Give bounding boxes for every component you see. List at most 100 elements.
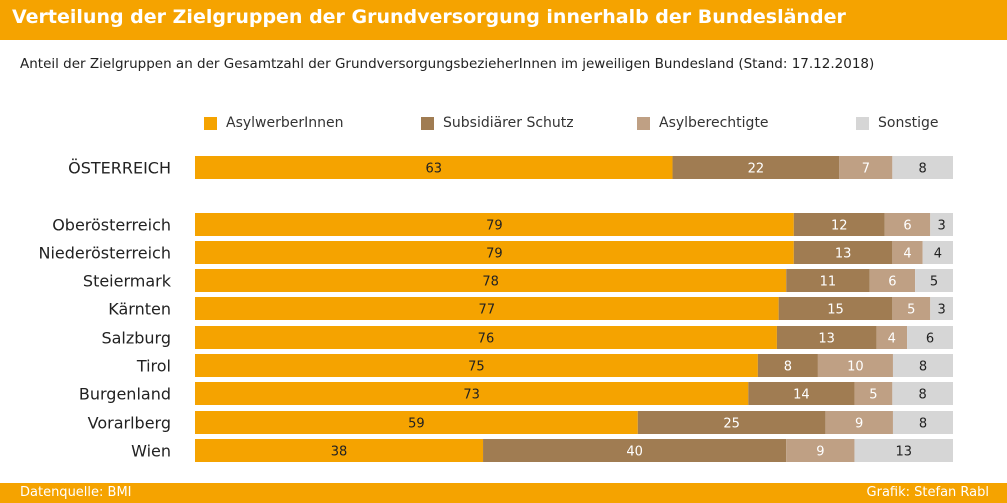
data-label-subsidiaer-wien: 40 [626,445,643,460]
bar-segment-asylwerber-oberoesterreich [195,213,794,236]
bar-segment-asylberechtigte-oberoesterreich [884,213,931,236]
data-label-asylwerber-tirol: 75 [468,360,485,375]
bar-segment-asylwerber-salzburg [195,326,777,349]
bar-segment-sonstige-vorarlberg [892,411,953,434]
bar-segment-asylwerber-burgenland [195,382,749,405]
data-label-asylwerber-oberoesterreich: 79 [486,219,503,234]
data-label-asylberechtigte-burgenland: 5 [869,388,877,403]
legend-label-sonstige: Sonstige [878,115,939,131]
data-label-subsidiaer-burgenland: 14 [793,388,810,403]
bar-segment-asylwerber-wien [195,439,484,462]
data-label-asylberechtigte-oberoesterreich: 6 [903,219,911,234]
category-label-salzburg: Salzburg [101,329,171,348]
bar-segment-asylberechtigte-oesterreich [839,156,893,179]
data-label-subsidiaer-kaernten: 15 [827,303,844,318]
legend-swatch-asylwerber [204,117,217,130]
data-label-asylberechtigte-tirol: 10 [847,360,864,375]
category-label-oesterreich: ÖSTERREICH [68,159,171,178]
category-label-wien: Wien [131,442,171,461]
bar-segment-sonstige-steiermark [915,269,953,292]
bar-segment-asylberechtigte-steiermark [869,269,916,292]
data-label-sonstige-salzburg: 6 [926,332,934,347]
data-label-subsidiaer-steiermark: 11 [820,275,837,290]
bar-segment-subsidiaer-niederoesterreich [793,241,893,264]
bar-segment-asylwerber-niederoesterreich [195,241,794,264]
bar-segment-sonstige-burgenland [892,382,953,405]
bar-segment-asylberechtigte-niederoesterreich [892,241,923,264]
bar-segment-sonstige-tirol [892,354,953,377]
bar-segment-subsidiaer-wien [483,439,787,462]
footer-bar: Datenquelle: BMI Grafik: Stefan Rabl [0,483,1007,503]
data-source: Datenquelle: BMI [20,485,132,500]
data-label-subsidiaer-oberoesterreich: 12 [831,219,848,234]
data-label-sonstige-niederoesterreich: 4 [934,247,942,262]
data-label-asylwerber-burgenland: 73 [463,388,480,403]
bar-segment-asylberechtigte-kaernten [892,297,931,320]
bar-segment-asylwerber-oesterreich [195,156,673,179]
data-label-asylberechtigte-salzburg: 4 [888,332,896,347]
bar-segment-subsidiaer-steiermark [786,269,870,292]
category-label-niederoesterreich: Niederösterreich [39,244,171,263]
chart-credit: Grafik: Stefan Rabl [866,485,989,500]
data-label-asylwerber-vorarlberg: 59 [408,417,425,432]
data-label-sonstige-steiermark: 5 [930,275,938,290]
category-label-oberoesterreich: Oberösterreich [52,216,171,235]
bar-segment-subsidiaer-kaernten [778,297,893,320]
bar-segment-subsidiaer-burgenland [748,382,855,405]
data-label-sonstige-oesterreich: 8 [919,162,927,177]
category-label-kaernten: Kärnten [108,300,171,319]
legend-swatch-subsidiaer [421,117,434,130]
bar-segment-sonstige-oesterreich [892,156,953,179]
bar-segment-sonstige-kaernten [930,297,953,320]
legend-label-asylwerber: AsylwerberInnen [226,115,344,131]
bar-segment-subsidiaer-salzburg [776,326,877,349]
category-label-steiermark: Steiermark [83,272,172,291]
data-label-asylwerber-niederoesterreich: 79 [486,247,503,262]
data-label-asylwerber-oesterreich: 63 [425,162,442,177]
chart-subtitle: Anteil der Zielgruppen an der Gesamtzahl… [20,56,875,72]
data-label-sonstige-kaernten: 3 [937,303,945,318]
bar-segment-asylwerber-steiermark [195,269,787,292]
bar-segment-subsidiaer-oesterreich [672,156,840,179]
bar-segment-asylberechtigte-wien [786,439,855,462]
bar-segment-subsidiaer-tirol [757,354,818,377]
data-label-sonstige-burgenland: 8 [919,388,927,403]
legend-swatch-sonstige [856,117,869,130]
data-label-subsidiaer-vorarlberg: 25 [723,417,740,432]
bar-segment-asylberechtigte-tirol [817,354,893,377]
data-label-subsidiaer-oesterreich: 22 [748,162,765,177]
data-label-sonstige-oberoesterreich: 3 [937,219,945,234]
data-label-subsidiaer-salzburg: 13 [818,332,835,347]
data-label-subsidiaer-tirol: 8 [784,360,792,375]
data-label-asylwerber-salzburg: 76 [478,332,495,347]
legend-label-asylberechtigte: Asylberechtigte [659,115,769,131]
data-label-asylberechtigte-steiermark: 6 [888,275,896,290]
bar-segment-asylberechtigte-vorarlberg [825,411,893,434]
bar-segment-sonstige-salzburg [907,326,953,349]
category-label-tirol: Tirol [136,357,171,376]
legend-swatch-asylberechtigte [637,117,650,130]
data-label-asylberechtigte-vorarlberg: 9 [855,417,863,432]
bar-segment-asylberechtigte-burgenland [854,382,893,405]
bar-segment-sonstige-wien [854,439,953,462]
data-label-subsidiaer-niederoesterreich: 13 [835,247,852,262]
bar-segment-asylwerber-tirol [195,354,758,377]
bar-segment-subsidiaer-oberoesterreich [793,213,885,236]
data-label-sonstige-tirol: 8 [919,360,927,375]
data-label-asylwerber-wien: 38 [331,445,348,460]
legend-label-subsidiaer: Subsidiärer Schutz [443,115,574,131]
data-label-asylberechtigte-oesterreich: 7 [862,162,870,177]
bar-segment-asylberechtigte-salzburg [876,326,908,349]
data-label-asylwerber-kaernten: 77 [479,303,496,318]
chart-title: Verteilung der Zielgruppen der Grundvers… [12,6,846,28]
bar-segment-sonstige-oberoesterreich [930,213,953,236]
data-label-asylberechtigte-kaernten: 5 [907,303,915,318]
bar-segment-sonstige-niederoesterreich [922,241,953,264]
data-label-sonstige-wien: 13 [895,445,912,460]
data-label-asylberechtigte-niederoesterreich: 4 [903,247,911,262]
bar-segment-asylwerber-kaernten [195,297,779,320]
bar-segment-subsidiaer-vorarlberg [637,411,826,434]
data-label-sonstige-vorarlberg: 8 [919,417,927,432]
bar-segment-asylwerber-vorarlberg [195,411,638,434]
